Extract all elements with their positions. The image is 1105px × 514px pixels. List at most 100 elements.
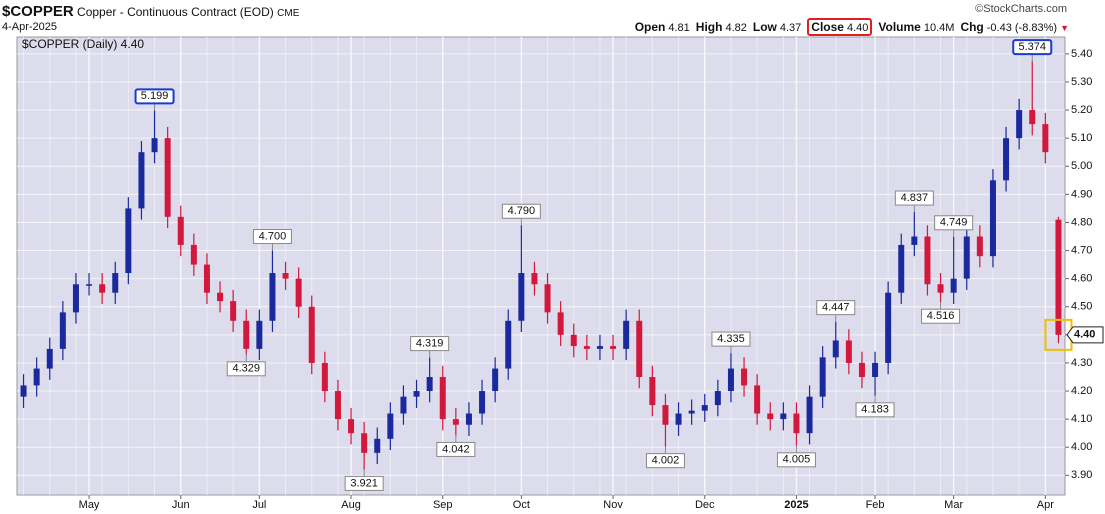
y-tick-label: 4.00 <box>1071 441 1092 453</box>
candle-body <box>583 346 590 349</box>
quote-item: Volume 10.4M <box>878 20 954 34</box>
candle-body <box>701 405 708 411</box>
candle-body <box>518 273 525 321</box>
candle-body <box>282 273 289 279</box>
annotation-label: 5.199 <box>141 90 169 102</box>
quote-value: 4.81 <box>668 22 690 34</box>
candle-body <box>492 368 499 392</box>
candle-body <box>885 292 892 363</box>
candle-body <box>806 396 813 434</box>
candle-body <box>86 284 93 286</box>
instrument-name: Copper - Continuous Contract (EOD) <box>77 5 274 19</box>
candle-body <box>295 278 302 307</box>
value-annotation: 5.199 <box>134 88 175 105</box>
y-tick-label: 5.10 <box>1071 132 1092 144</box>
value-annotation: 4.329 <box>226 361 266 377</box>
candle-body <box>898 244 905 293</box>
candle-body <box>190 244 197 265</box>
candle-body <box>544 284 551 313</box>
value-annotation: 4.319 <box>410 336 450 352</box>
value-annotation: 4.005 <box>776 452 816 468</box>
y-tick-label: 4.20 <box>1071 385 1092 397</box>
candle-body <box>819 357 826 397</box>
y-tick-label: 5.00 <box>1071 160 1092 172</box>
value-annotation: 4.002 <box>645 453 685 469</box>
candle-body <box>308 306 315 363</box>
candle-body <box>387 413 394 439</box>
annotation-box <box>934 215 974 231</box>
candle-body <box>321 362 328 392</box>
annotation-box <box>711 331 751 347</box>
candle-body <box>138 152 145 209</box>
annotation-box <box>921 308 961 324</box>
annotation-box <box>344 475 384 491</box>
quote-label: Open <box>634 20 666 34</box>
annotation-label: 3.921 <box>350 477 378 489</box>
y-tick-label: 4.30 <box>1071 357 1092 369</box>
y-tick-label: 5.30 <box>1071 76 1092 88</box>
candle-body <box>570 334 577 347</box>
plot-area <box>16 36 1066 496</box>
x-tick-label: Nov <box>603 499 623 511</box>
candle-body <box>452 419 459 425</box>
candle-body <box>662 405 669 425</box>
quote-label: Low <box>752 20 777 34</box>
last-price-label: 4.40 <box>1074 329 1095 341</box>
exchange: CME <box>277 8 300 19</box>
candle-body <box>649 376 656 406</box>
candle-body <box>505 320 512 369</box>
quote-label: Close <box>811 20 844 34</box>
y-tick-label: 4.90 <box>1071 188 1092 200</box>
value-annotation: 4.790 <box>501 203 541 219</box>
candle-body <box>177 216 184 245</box>
candle-body <box>465 413 472 425</box>
quote-label: Chg <box>960 20 984 34</box>
x-tick-label: Jun <box>172 499 190 511</box>
candle-body <box>426 376 433 392</box>
candle-body <box>557 312 564 335</box>
candle-body <box>1029 110 1036 125</box>
candle-body <box>924 236 931 285</box>
annotation-label: 4.447 <box>822 302 850 314</box>
candle-body <box>256 320 263 349</box>
annotation-box <box>855 402 895 418</box>
value-annotation: 4.749 <box>934 215 974 231</box>
candle-body <box>112 273 119 293</box>
candle-body <box>754 385 761 414</box>
candle-body <box>334 391 341 420</box>
annotation-label: 4.837 <box>901 192 929 204</box>
quote-item: Close 4.40 <box>807 18 873 36</box>
value-annotation: 4.042 <box>436 441 476 457</box>
y-tick-label: 4.50 <box>1071 301 1092 313</box>
annotation-label: 4.319 <box>416 338 444 350</box>
candle-body <box>793 413 800 434</box>
annotation-box <box>134 88 175 105</box>
candle-body <box>623 320 630 349</box>
annotation-box <box>894 190 934 206</box>
quote-value: 4.37 <box>779 22 802 34</box>
candle-body <box>780 413 787 420</box>
quote-value: 10.4M <box>923 22 955 34</box>
quote-value: 4.82 <box>725 22 747 34</box>
annotation-box <box>226 361 266 377</box>
candle-body <box>832 340 839 358</box>
x-tick-label: Oct <box>513 499 530 511</box>
title-row: $COPPER Copper - Continuous Contract (EO… <box>2 3 299 20</box>
annotation-label: 4.002 <box>652 455 680 467</box>
candle-body <box>243 320 250 349</box>
annotation-box <box>1012 39 1053 56</box>
quote-item: Chg -0.43 (-8.83%) ▼ <box>960 20 1069 34</box>
x-tick-label: Jul <box>252 499 266 511</box>
x-tick-label: Dec <box>695 499 715 511</box>
annotation-label: 4.329 <box>232 363 260 375</box>
value-annotation: 5.374 <box>1012 39 1053 56</box>
candle-body <box>872 362 879 377</box>
candle-body <box>714 391 721 406</box>
annotation-label: 4.042 <box>442 443 470 455</box>
quote-item: Open 4.81 <box>635 20 690 34</box>
candle-body <box>72 284 79 313</box>
x-tick-label: Sep <box>433 499 453 511</box>
annotation-label: 4.516 <box>927 310 955 322</box>
